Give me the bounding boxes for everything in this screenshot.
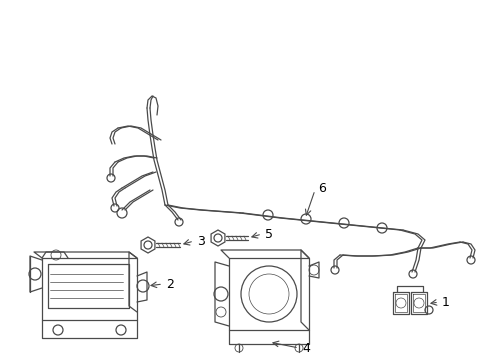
- Text: 2: 2: [166, 278, 174, 291]
- Text: 5: 5: [265, 228, 273, 240]
- Text: 1: 1: [442, 296, 450, 309]
- Text: 6: 6: [318, 181, 326, 194]
- Text: 4: 4: [302, 342, 310, 355]
- Text: 3: 3: [197, 234, 205, 248]
